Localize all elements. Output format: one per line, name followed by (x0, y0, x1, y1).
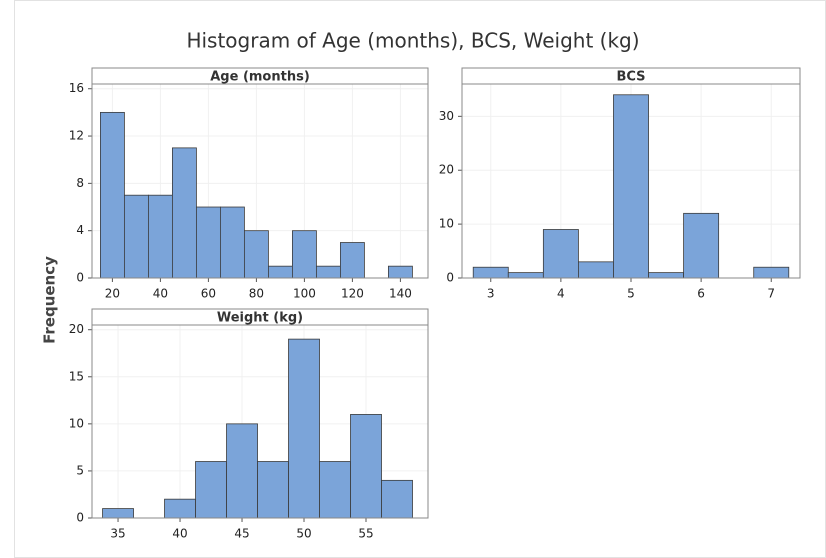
bar (195, 206, 221, 279)
bar (387, 265, 413, 279)
y-tick-label: 30 (439, 109, 454, 123)
x-tick-label: 60 (201, 287, 216, 301)
x-tick-label: 55 (358, 527, 373, 541)
bar (507, 272, 544, 279)
x-tick-label: 40 (172, 527, 187, 541)
x-tick-label: 3 (487, 287, 495, 301)
bar (164, 498, 196, 519)
bar (226, 423, 258, 519)
y-tick-label: 8 (76, 176, 84, 190)
y-tick-label: 0 (76, 271, 84, 285)
y-tick-label: 10 (69, 416, 84, 430)
bar (319, 461, 351, 519)
y-tick-label: 20 (69, 322, 84, 336)
bar (100, 111, 125, 279)
y-tick-label: 4 (76, 223, 84, 237)
bar (124, 194, 149, 279)
bar (171, 147, 197, 279)
x-tick-label: 100 (293, 287, 316, 301)
bar (288, 338, 320, 519)
bar (381, 479, 413, 519)
y-tick-label: 0 (446, 271, 454, 285)
x-tick-label: 80 (249, 287, 264, 301)
bar (648, 272, 684, 279)
chart-title: Histogram of Age (months), BCS, Weight (… (186, 29, 639, 53)
y-tick-label: 16 (69, 81, 84, 95)
bar (291, 230, 317, 279)
plot-frame (91, 83, 429, 279)
y-tick-label: 20 (439, 163, 454, 177)
bar (339, 242, 365, 279)
bar (243, 230, 269, 279)
y-tick-label: 12 (69, 129, 84, 143)
panel-title: Weight (kg) (217, 311, 303, 326)
x-tick-label: 35 (110, 527, 125, 541)
x-tick-label: 5 (627, 287, 635, 301)
x-tick-label: 7 (767, 287, 775, 301)
y-axis-label: Frequency (41, 256, 59, 344)
y-tick-label: 15 (69, 369, 84, 383)
y-tick-label: 5 (76, 463, 84, 477)
y-tick-label: 0 (76, 511, 84, 525)
bar (472, 266, 509, 279)
x-tick-label: 50 (296, 527, 311, 541)
x-tick-label: 40 (153, 287, 168, 301)
page-frame (14, 0, 826, 558)
panel-title: Age (months) (210, 70, 310, 85)
y-tick-label: 10 (439, 217, 454, 231)
x-tick-label: 20 (105, 287, 120, 301)
x-tick-label: 4 (557, 287, 565, 301)
bar (315, 265, 341, 279)
plot-frame (461, 83, 801, 279)
bar (753, 266, 790, 279)
bar (350, 414, 382, 519)
bar (578, 261, 614, 279)
bar (267, 265, 293, 279)
plot-frame (91, 324, 429, 519)
x-tick-label: 45 (234, 527, 249, 541)
bar (542, 229, 579, 279)
x-tick-label: 120 (341, 287, 364, 301)
bar (102, 508, 134, 519)
panel-title: BCS (616, 70, 645, 85)
bar (613, 94, 649, 279)
bar (195, 461, 227, 519)
bar (147, 194, 173, 279)
x-tick-label: 6 (697, 287, 705, 301)
bar (683, 212, 720, 279)
bar (219, 206, 245, 279)
bar (257, 461, 289, 519)
x-tick-label: 140 (389, 287, 412, 301)
